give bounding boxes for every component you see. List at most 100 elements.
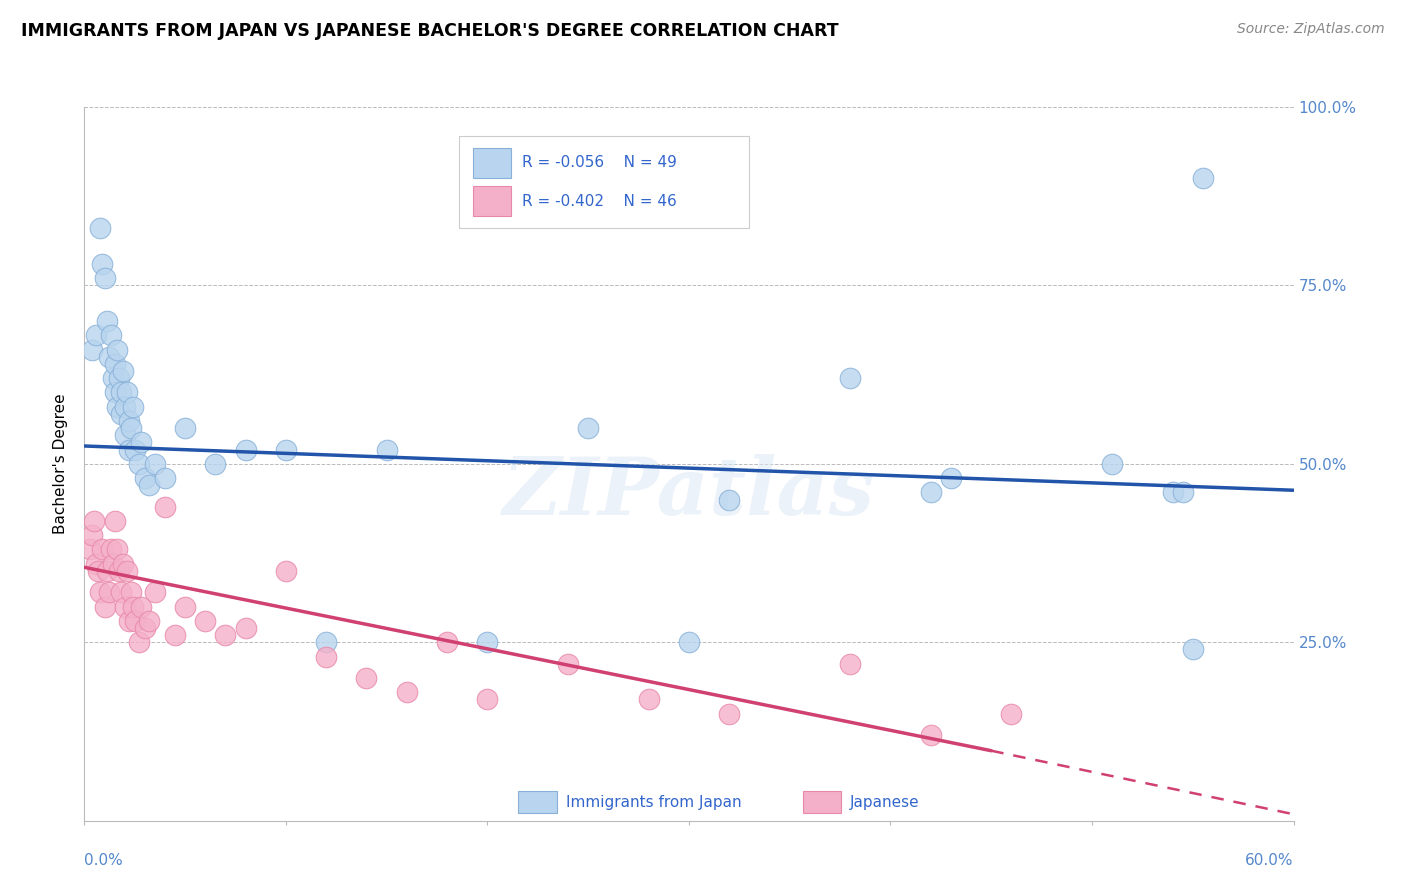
Point: [118, 414, 141, 428]
Point: [920, 485, 942, 500]
Point: [129, 599, 152, 614]
Text: Japanese: Japanese: [849, 795, 920, 810]
Point: [143, 457, 166, 471]
Point: [356, 671, 378, 685]
Point: [110, 585, 132, 599]
Point: [839, 371, 862, 385]
Point: [87, 564, 110, 578]
Point: [101, 371, 124, 385]
FancyBboxPatch shape: [519, 791, 557, 813]
Text: R = -0.056    N = 49: R = -0.056 N = 49: [522, 155, 676, 170]
Point: [576, 421, 599, 435]
Point: [83, 514, 105, 528]
Point: [97, 350, 120, 364]
Point: [1171, 485, 1194, 500]
Point: [143, 585, 166, 599]
Point: [86, 328, 108, 343]
Point: [110, 385, 132, 400]
FancyBboxPatch shape: [803, 791, 841, 813]
Text: Immigrants from Japan: Immigrants from Japan: [565, 795, 741, 810]
Point: [86, 557, 108, 571]
Point: [105, 343, 128, 357]
Point: [104, 514, 127, 528]
Point: [1000, 706, 1022, 721]
Point: [121, 400, 143, 414]
Text: ZIPatlas: ZIPatlas: [503, 454, 875, 531]
Point: [235, 621, 257, 635]
Text: Source: ZipAtlas.com: Source: ZipAtlas.com: [1237, 22, 1385, 37]
Point: [477, 635, 499, 649]
Text: IMMIGRANTS FROM JAPAN VS JAPANESE BACHELOR'S DEGREE CORRELATION CHART: IMMIGRANTS FROM JAPAN VS JAPANESE BACHEL…: [21, 22, 839, 40]
Point: [115, 564, 138, 578]
Point: [138, 614, 160, 628]
Point: [637, 692, 659, 706]
Point: [115, 385, 138, 400]
Point: [79, 542, 101, 557]
Point: [375, 442, 398, 457]
Point: [118, 614, 141, 628]
Point: [174, 599, 197, 614]
FancyBboxPatch shape: [460, 136, 749, 228]
Point: [97, 585, 120, 599]
Point: [91, 542, 114, 557]
Point: [93, 599, 115, 614]
Point: [939, 471, 962, 485]
Point: [678, 635, 700, 649]
Point: [124, 614, 146, 628]
Point: [110, 407, 132, 421]
Point: [129, 435, 152, 450]
Point: [128, 457, 150, 471]
Point: [104, 385, 127, 400]
Point: [82, 528, 104, 542]
Point: [839, 657, 862, 671]
Point: [204, 457, 226, 471]
Point: [718, 492, 741, 507]
Point: [89, 585, 111, 599]
Point: [120, 585, 142, 599]
Point: [105, 400, 128, 414]
Point: [96, 314, 118, 328]
Point: [235, 442, 257, 457]
Point: [194, 614, 217, 628]
Point: [100, 328, 122, 343]
Point: [105, 542, 128, 557]
Point: [138, 478, 160, 492]
Point: [134, 621, 156, 635]
Point: [121, 599, 143, 614]
Point: [114, 428, 136, 442]
Point: [104, 357, 127, 371]
Point: [118, 442, 141, 457]
Point: [107, 564, 129, 578]
Point: [557, 657, 579, 671]
Point: [1161, 485, 1184, 500]
Text: 60.0%: 60.0%: [1246, 853, 1294, 868]
Point: [153, 471, 176, 485]
Point: [174, 421, 197, 435]
Point: [96, 564, 118, 578]
FancyBboxPatch shape: [472, 186, 512, 216]
Point: [165, 628, 187, 642]
Point: [274, 564, 297, 578]
Point: [1192, 171, 1215, 186]
Point: [134, 471, 156, 485]
Point: [436, 635, 458, 649]
Point: [315, 649, 337, 664]
Point: [395, 685, 418, 699]
Point: [718, 706, 741, 721]
Point: [120, 421, 142, 435]
Point: [153, 500, 176, 514]
Point: [214, 628, 236, 642]
Text: 0.0%: 0.0%: [84, 853, 124, 868]
Point: [114, 599, 136, 614]
Point: [114, 400, 136, 414]
Point: [82, 343, 104, 357]
Point: [128, 635, 150, 649]
FancyBboxPatch shape: [472, 148, 512, 178]
Point: [124, 442, 146, 457]
Point: [107, 371, 129, 385]
Point: [91, 257, 114, 271]
Point: [93, 271, 115, 285]
Point: [101, 557, 124, 571]
Point: [1181, 642, 1204, 657]
Point: [274, 442, 297, 457]
